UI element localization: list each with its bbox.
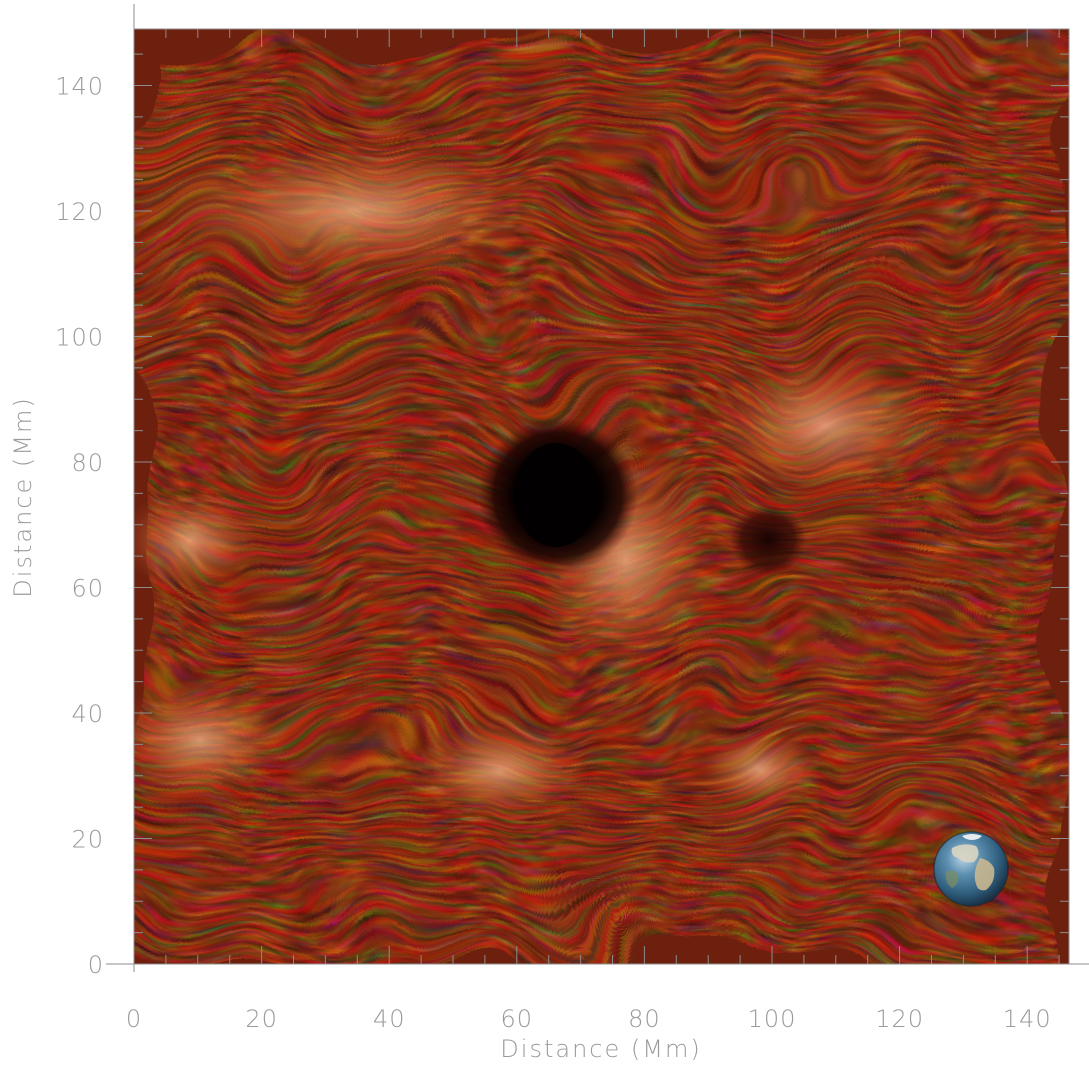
x-axis-ticks bbox=[133, 4, 1060, 972]
plage-region bbox=[705, 355, 945, 495]
y-tick-label: 100 bbox=[55, 324, 104, 352]
y-tick-label: 60 bbox=[71, 575, 104, 603]
y-tick-label: 120 bbox=[55, 198, 104, 226]
x-tick-label: 40 bbox=[373, 1005, 406, 1033]
y-tick-label: 140 bbox=[55, 73, 104, 101]
earth-icon bbox=[933, 831, 1009, 907]
earth-inset bbox=[931, 829, 1011, 909]
solar-image bbox=[134, 29, 1069, 964]
y-tick-label: 80 bbox=[71, 449, 104, 477]
x-tick-label: 20 bbox=[245, 1005, 278, 1033]
x-tick-label: 100 bbox=[748, 1005, 797, 1033]
plot-frame bbox=[133, 28, 1070, 965]
x-tick-label: 80 bbox=[628, 1005, 661, 1033]
x-tick-label: 140 bbox=[1003, 1005, 1052, 1033]
y-tick-label: 40 bbox=[71, 700, 104, 728]
inset-frame bbox=[931, 829, 1011, 909]
y-axis-title: Distance (Mm) bbox=[9, 396, 37, 597]
plage-region bbox=[134, 680, 290, 800]
x-tick-label: 60 bbox=[501, 1005, 534, 1033]
y-axis-tick-labels: 0 20 40 60 80 100 120 140 bbox=[55, 73, 104, 980]
x-axis-title: Distance (Mm) bbox=[500, 1035, 701, 1063]
x-tick-label: 0 bbox=[126, 1005, 142, 1033]
plage-region bbox=[134, 490, 260, 590]
y-tick-label: 0 bbox=[88, 951, 104, 979]
sunspot-umbra bbox=[514, 443, 598, 547]
pore bbox=[730, 504, 806, 576]
plage-region bbox=[700, 730, 820, 810]
x-axis-tick-labels: 0 20 40 60 80 100 120 140 bbox=[126, 1005, 1052, 1033]
x-tick-label: 120 bbox=[875, 1005, 924, 1033]
plage-region bbox=[410, 720, 590, 820]
y-tick-label: 20 bbox=[71, 826, 104, 854]
y-axis-ticks bbox=[106, 53, 1089, 965]
plage-region bbox=[155, 140, 555, 280]
